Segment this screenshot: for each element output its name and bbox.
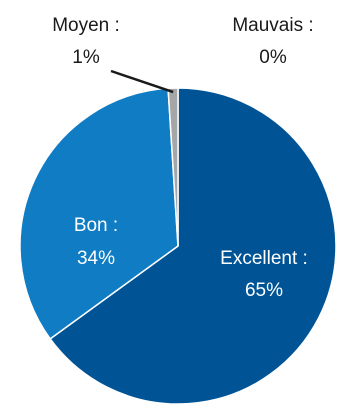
label-moyen-name: Moyen : <box>52 15 120 36</box>
pie-slice-excellent <box>49 87 337 405</box>
label-mauvais-value: 0% <box>259 47 287 68</box>
pie-slice-bon <box>19 87 179 340</box>
slices-layer <box>19 87 337 405</box>
label-excellent-name: Excellent : <box>220 248 308 269</box>
leader-line-moyen <box>110 69 174 94</box>
label-bon-value: 34% <box>77 248 115 269</box>
label-bon-name: Bon : <box>74 215 118 236</box>
label-moyen-value: 1% <box>72 47 100 68</box>
pie-slice-moyen <box>167 87 179 247</box>
label-excellent-value: 65% <box>245 280 283 301</box>
label-mauvais-name: Mauvais : <box>232 15 313 36</box>
leader-lines-layer <box>110 69 174 94</box>
